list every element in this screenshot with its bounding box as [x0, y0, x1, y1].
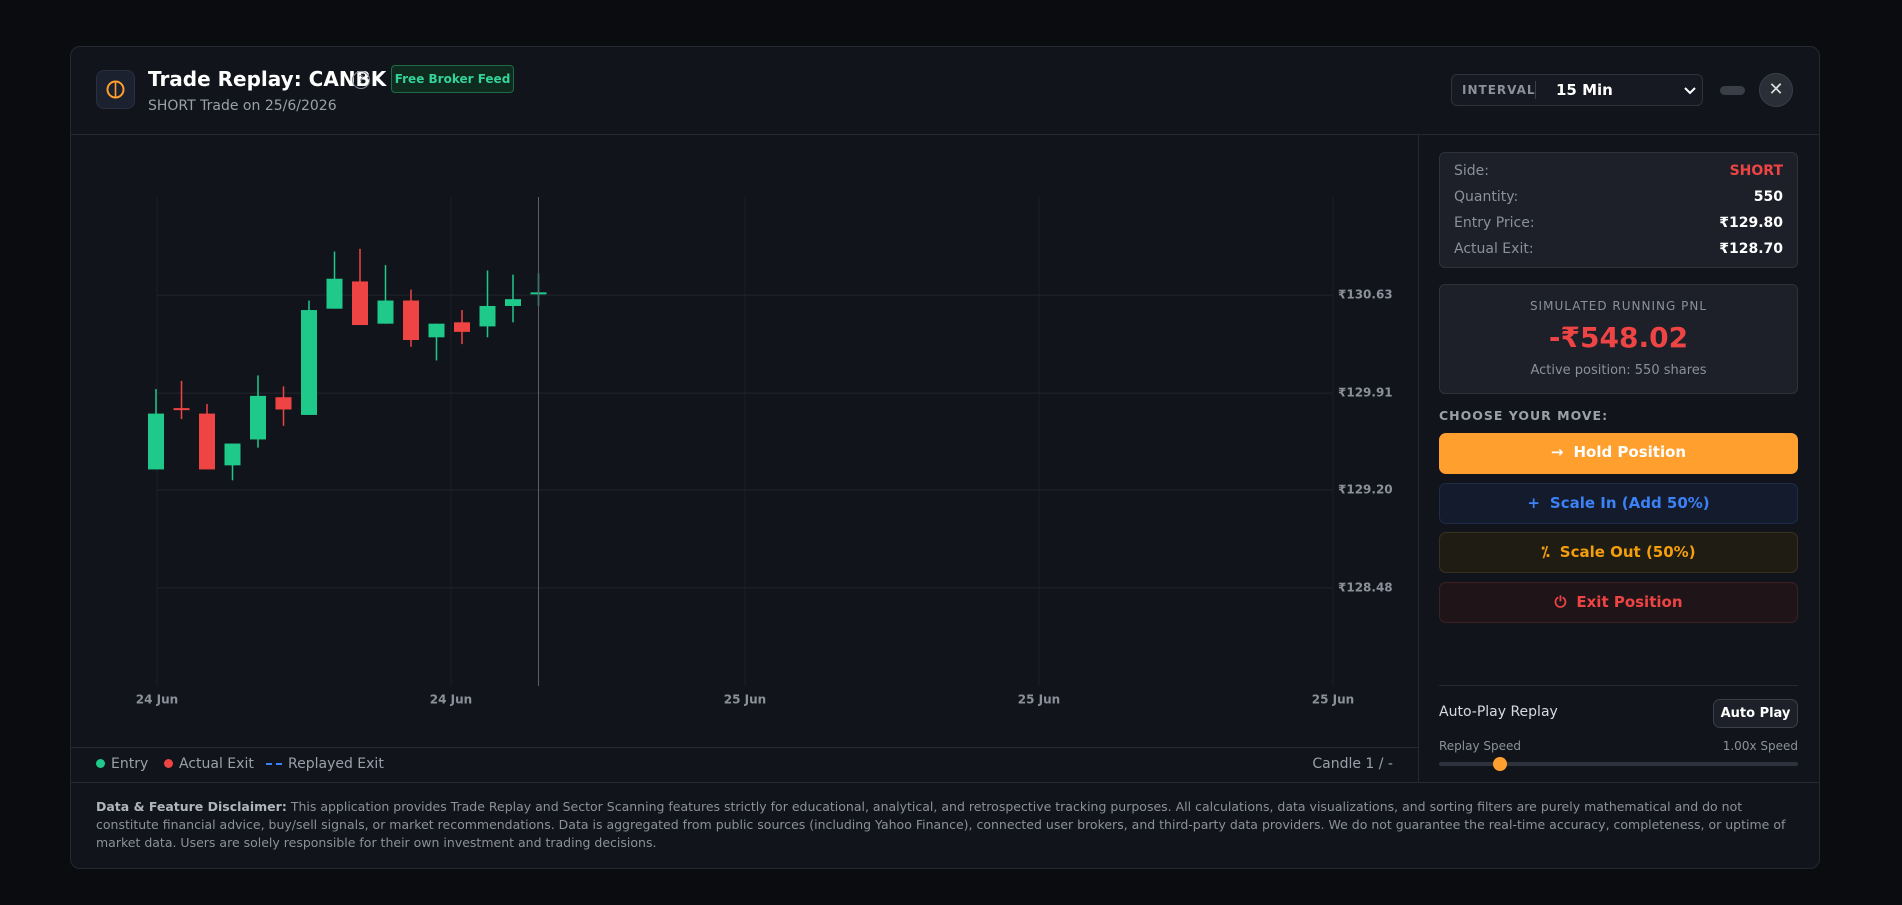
- row-value: SHORT: [1729, 163, 1783, 179]
- hold-button[interactable]: → Hold Position: [1439, 433, 1798, 474]
- autoplay-button[interactable]: Auto Play: [1713, 699, 1798, 728]
- pnl-label: SIMULATED RUNNING PNL: [1529, 299, 1708, 313]
- x-tick-label: 24 Jun: [430, 693, 472, 707]
- row-label: Side:: [1454, 163, 1489, 179]
- y-tick-label: ₹129.20: [1338, 482, 1393, 496]
- button-label: Hold Position: [1573, 443, 1687, 461]
- pnl-box: SIMULATED RUNNING PNL -₹548.02 Active po…: [1439, 284, 1798, 394]
- help-icon[interactable]: ?: [352, 71, 370, 89]
- close-button[interactable]: ✕: [1759, 73, 1793, 107]
- interval-label: INTERVAL: [1462, 83, 1536, 97]
- legend-swatch: [96, 759, 105, 768]
- candle-body: [301, 310, 317, 415]
- speed-slider[interactable]: [1439, 762, 1798, 766]
- candle-body: [428, 323, 445, 338]
- trade-row: Quantity: 550: [1454, 189, 1783, 205]
- legend-entry: Entry: [96, 756, 148, 772]
- button-label: Scale In (Add 50%): [1549, 494, 1710, 512]
- pnl-note: Active position: 550 shares: [1530, 363, 1707, 378]
- candle-body: [352, 281, 368, 326]
- trade-row: Side: SHORT: [1454, 163, 1783, 179]
- scale-in-button[interactable]: + Scale In (Add 50%): [1439, 483, 1798, 524]
- divider: [70, 782, 1820, 783]
- speed-value: 1.00x Speed: [1722, 739, 1798, 753]
- autoplay-label: Auto-Play Replay: [1439, 704, 1558, 720]
- disclaimer-text: This application provides Trade Replay a…: [96, 799, 1786, 850]
- candle-body: [199, 413, 215, 470]
- divider: [70, 134, 1820, 135]
- x-tick-label: 25 Jun: [1312, 693, 1354, 707]
- disclaimer: Data & Feature Disclaimer: This applicat…: [96, 798, 1796, 852]
- candle-body: [250, 395, 266, 440]
- disclaimer-heading: Data & Feature Disclaimer:: [96, 799, 287, 814]
- toggle[interactable]: [1720, 86, 1745, 95]
- candle-body: [403, 300, 419, 341]
- button-label: Scale Out (50%): [1559, 543, 1696, 561]
- candle-body: [173, 408, 190, 411]
- candle-body: [326, 278, 343, 309]
- chevron: [1684, 87, 1696, 95]
- section-label: CHOOSE YOUR MOVE:: [1439, 408, 1609, 423]
- legend-swatch: [266, 763, 282, 765]
- chart: 24 Jun 24 Jun 25 Jun 25 Jun 25 Jun ₹130.63 ₹12…: [136, 197, 1393, 707]
- brain-icon: [106, 80, 125, 99]
- legend-label: Entry: [111, 756, 149, 772]
- trade-box: [1439, 152, 1798, 268]
- y-tick-label: ₹128.48: [1338, 580, 1393, 594]
- slider-knob[interactable]: [1493, 757, 1507, 771]
- row-label: Quantity:: [1454, 189, 1519, 205]
- row-label: Actual Exit:: [1454, 241, 1534, 257]
- legend-label: Actual Exit: [179, 756, 254, 772]
- trade-row: Actual Exit: ₹128.70: [1454, 241, 1783, 257]
- candle-body: [377, 300, 394, 324]
- separator: [1535, 81, 1536, 99]
- candle-body: [224, 443, 241, 466]
- app-icon: [96, 70, 135, 109]
- subtitle: SHORT Trade on 25/6/2026: [148, 98, 337, 114]
- speed-label: Replay Speed: [1439, 739, 1522, 753]
- candle-counter: Candle 1 / -: [1312, 756, 1393, 772]
- y-tick-label: ₹130.63: [1338, 288, 1393, 302]
- trade-row: Entry Price: ₹129.80: [1454, 215, 1783, 231]
- badge: Free Broker Feed: [391, 65, 514, 93]
- title: Trade Replay: CANBK: [148, 67, 387, 91]
- exit-button[interactable]: ⏻ Exit Position: [1439, 582, 1798, 623]
- x-tick-label: 25 Jun: [724, 693, 766, 707]
- row-value: 550: [1753, 189, 1783, 205]
- candle-body: [148, 413, 164, 470]
- candle-body: [479, 305, 496, 327]
- legend-swatch: [164, 759, 173, 768]
- interval-select[interactable]: [1451, 74, 1703, 106]
- candle-body: [454, 322, 470, 332]
- y-tick-label: ₹129.91: [1338, 386, 1393, 400]
- candle-body: [505, 299, 521, 306]
- divider: [70, 747, 1418, 748]
- legend-entry: Replayed Exit: [266, 756, 384, 772]
- row-value: ₹128.70: [1719, 241, 1783, 257]
- row-label: Entry Price:: [1454, 215, 1535, 231]
- pnl-value: -₹548.02: [1548, 321, 1689, 354]
- x-tick-label: 24 Jun: [136, 693, 178, 707]
- legend-entry: Actual Exit: [164, 756, 254, 772]
- legend-label: Replayed Exit: [288, 756, 384, 772]
- x-tick-label: 25 Jun: [1018, 693, 1060, 707]
- button-label: Exit Position: [1576, 593, 1683, 611]
- interval-value: 15 Min: [1556, 81, 1613, 99]
- row-value: ₹129.80: [1719, 215, 1783, 231]
- divider: [1439, 685, 1798, 686]
- candle-body: [275, 397, 292, 410]
- scale-out-button[interactable]: ⁒ Scale Out (50%): [1439, 532, 1798, 573]
- divider: [1418, 135, 1419, 782]
